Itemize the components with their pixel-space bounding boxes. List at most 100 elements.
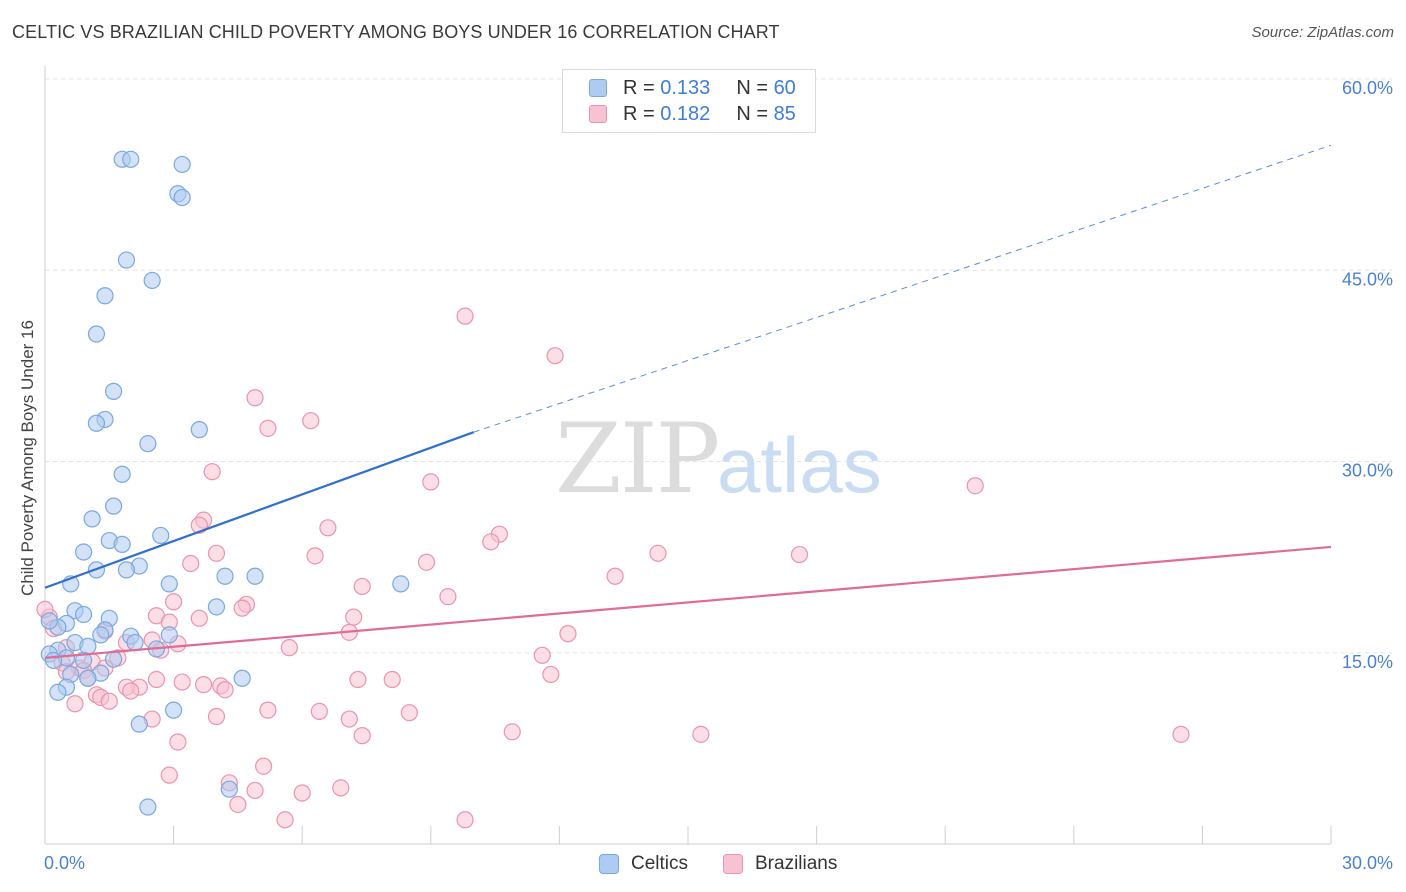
- source-label: Source: ZipAtlas.com: [1251, 24, 1394, 41]
- celtics-point: [143, 271, 161, 290]
- brazilians-point: [293, 784, 311, 802]
- watermark-atlas: atlas: [717, 421, 882, 509]
- brazilians-point: [246, 781, 264, 800]
- celtics-point: [113, 535, 131, 553]
- celtics-point: [113, 465, 131, 483]
- brazilians-point: [173, 673, 191, 691]
- x-tick-label: 30.0%: [1342, 853, 1393, 873]
- brazilians-point: [190, 609, 208, 627]
- celtics-point: [92, 626, 110, 644]
- legend-item-celtics[interactable]: Celtics: [599, 852, 688, 876]
- brazilians-point: [259, 701, 277, 719]
- axes: [44, 66, 1332, 845]
- brazilians-point: [122, 682, 140, 700]
- brazilians-point: [417, 553, 436, 571]
- brazilians-points: [36, 307, 1190, 829]
- celtics-points: [40, 150, 410, 816]
- brazilians-legend-swatch: [723, 854, 743, 874]
- brazilians-point: [353, 577, 371, 596]
- brazilians-point: [229, 795, 247, 814]
- celtics-point: [83, 510, 101, 528]
- celtics-point: [104, 650, 123, 668]
- celtics-point: [139, 435, 157, 453]
- brazilians-point: [533, 646, 551, 664]
- brazilians-point: [790, 545, 809, 564]
- celtics-point: [117, 251, 136, 269]
- celtics-point: [49, 683, 67, 701]
- brazilians-trend-line: [44, 545, 1332, 659]
- brazilians-point: [482, 533, 500, 551]
- celtics-point: [160, 626, 178, 644]
- celtics-point: [207, 598, 226, 616]
- celtics-point: [87, 325, 106, 343]
- brazilians-point: [503, 723, 521, 741]
- celtics-r-value: 0.133: [660, 76, 711, 99]
- brazilians-point: [345, 608, 363, 626]
- celtics-point: [165, 701, 183, 719]
- brazilians-point: [66, 695, 84, 713]
- celtics-point: [173, 155, 191, 174]
- brazilians-point: [306, 547, 324, 565]
- celtics-point: [220, 780, 238, 798]
- celtics-point: [139, 798, 157, 816]
- celtics-point: [122, 150, 140, 168]
- celtics-trend-line: [44, 431, 475, 589]
- celtics-swatch: [589, 79, 607, 97]
- brazilians-point: [542, 665, 560, 684]
- brazilians-point: [353, 727, 371, 745]
- brazilians-point: [160, 766, 178, 784]
- brazilians-point: [100, 692, 118, 710]
- brazilians-point: [332, 779, 350, 797]
- celtics-point: [152, 526, 170, 545]
- brazilians-n-label: N =: [736, 102, 768, 125]
- watermark-zip: ZIP: [555, 403, 718, 515]
- legend-row-celtics: R = 0.133 N = 60: [589, 76, 796, 100]
- brazilians-point: [546, 347, 564, 365]
- brazilians-point: [207, 544, 226, 562]
- celtics-trend-extension: [473, 144, 1332, 433]
- brazilians-n-value: 85: [773, 102, 796, 125]
- brazilians-legend-label: Brazilians: [755, 853, 838, 874]
- tick-labels: 15.0% 30.0% 45.0% 60.0% 0.0% 30.0%: [44, 78, 1393, 873]
- celtics-point: [130, 715, 148, 733]
- brazilians-point: [319, 519, 337, 537]
- y-tick-label: 60.0%: [1342, 78, 1393, 98]
- brazilians-point: [147, 670, 166, 689]
- brazilians-point: [340, 710, 358, 728]
- legend-item-brazilians[interactable]: Brazilians: [723, 852, 837, 876]
- celtics-point: [173, 188, 191, 207]
- x-tick-label: 0.0%: [44, 853, 85, 873]
- brazilians-point: [349, 670, 367, 689]
- y-tick-label: 45.0%: [1342, 269, 1393, 289]
- brazilians-point: [439, 588, 457, 606]
- y-tick-label: 30.0%: [1342, 461, 1393, 481]
- celtics-point: [74, 651, 93, 670]
- brazilians-r-value: 0.182: [660, 102, 711, 125]
- celtics-point: [74, 605, 93, 624]
- celtics-point: [96, 287, 114, 305]
- celtics-r-label: R =: [623, 76, 655, 99]
- celtics-point: [392, 575, 410, 593]
- celtics-point: [246, 567, 264, 585]
- legend-row-brazilians: R = 0.182 N = 85: [589, 102, 796, 126]
- celtics-point: [117, 561, 136, 579]
- watermark: ZIP atlas: [555, 403, 882, 515]
- brazilians-point: [302, 412, 320, 430]
- brazilians-point: [203, 463, 221, 481]
- celtics-point: [40, 612, 58, 630]
- celtics-point: [44, 651, 63, 670]
- brazilians-point: [456, 811, 474, 829]
- brazilians-point: [383, 670, 401, 689]
- y-axis-label: Child Poverty Among Boys Under 16: [18, 320, 37, 596]
- stats-legend: R = 0.133 N = 60 R = 0.182 N = 85: [562, 69, 816, 133]
- brazilians-point: [259, 419, 277, 437]
- brazilians-point: [246, 389, 264, 407]
- brazilians-point: [182, 554, 200, 573]
- brazilians-point: [165, 593, 183, 611]
- celtics-point: [104, 497, 123, 515]
- celtics-legend-label: Celtics: [631, 853, 689, 874]
- brazilians-point: [195, 676, 213, 694]
- celtics-point: [216, 567, 234, 585]
- celtics-n-label: N =: [736, 76, 768, 99]
